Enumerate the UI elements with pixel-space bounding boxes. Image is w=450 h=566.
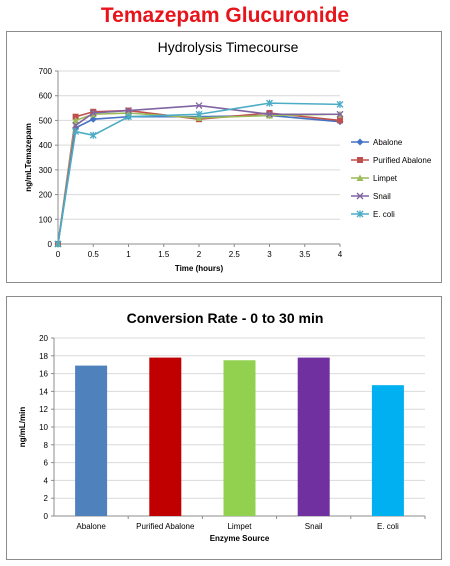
x-tick-label: 3 xyxy=(267,250,272,259)
data-point xyxy=(89,109,97,117)
data-point xyxy=(72,128,80,136)
series-line xyxy=(57,112,341,245)
data-point xyxy=(89,131,97,139)
legend-marker xyxy=(356,210,364,218)
legend-entry: Snail xyxy=(351,192,391,201)
bar-e-coli xyxy=(371,385,404,516)
y-tick-label: 16 xyxy=(39,370,48,379)
data-point xyxy=(125,107,132,115)
y-tick-label: 2 xyxy=(44,494,49,503)
x-tick-label: 1 xyxy=(126,250,131,259)
y-tick-label: 700 xyxy=(39,67,53,76)
page-title: Temazepam Glucuronide xyxy=(100,4,350,27)
x-tick-label: 2 xyxy=(197,250,202,259)
y-tick-label: 0 xyxy=(44,512,49,521)
bar-limpet xyxy=(223,360,256,516)
y-tick-label: 20 xyxy=(39,334,48,343)
y-tick-label: 12 xyxy=(39,405,48,414)
x-axis-label: Enzyme Source xyxy=(210,534,270,543)
x-tick-label: 1.5 xyxy=(158,250,170,259)
legend-entry: Limpet xyxy=(351,174,398,183)
bar-snail xyxy=(297,357,330,516)
bar-purified-abalone xyxy=(149,357,182,516)
legend-label: E. coli xyxy=(373,210,395,219)
legend-marker xyxy=(357,157,363,163)
conversion-rate-chart: Conversion Rate - 0 to 30 min 0 2 4 6 8 10 12 14… xyxy=(18,310,426,543)
y-tick-label: 400 xyxy=(39,141,53,150)
data-point xyxy=(72,113,79,120)
y-tick-label: 8 xyxy=(44,441,49,450)
x-axis-label: Time (hours) xyxy=(175,264,224,273)
data-point xyxy=(89,115,97,123)
legend-label: Snail xyxy=(373,192,391,201)
series-line xyxy=(57,104,340,245)
legend-label: Abalone xyxy=(373,138,403,147)
series-purified-abalone xyxy=(55,107,343,247)
legend-entry: Abalone xyxy=(351,138,403,147)
legend-marker xyxy=(356,138,364,146)
x-tick-label: 2.5 xyxy=(229,250,241,259)
y-tick-label: 10 xyxy=(39,423,48,432)
y-tick-label: 14 xyxy=(39,387,48,396)
y-tick-label: 0 xyxy=(48,240,53,249)
data-point xyxy=(266,99,273,107)
x-tick-label: Purified Abalone xyxy=(136,522,195,531)
data-point xyxy=(195,110,203,118)
series-line xyxy=(57,109,341,245)
y-tick-label: 6 xyxy=(44,459,49,468)
y-axis-label: ng/mLTemazepam xyxy=(24,123,33,192)
data-point xyxy=(72,116,80,124)
y-tick-label: 500 xyxy=(39,116,53,125)
x-tick-label: 3.5 xyxy=(299,250,311,259)
legend-marker xyxy=(356,192,364,200)
timecourse-chart-panel: Hydrolysis Timecourse 0 100 200 300 400 500 600… xyxy=(6,31,442,283)
series-limpet xyxy=(54,109,344,247)
y-tick-label: 4 xyxy=(44,476,49,485)
x-tick-label: 4 xyxy=(338,250,343,259)
y-tick-label: 300 xyxy=(39,166,53,175)
legend-marker xyxy=(356,174,364,181)
data-point xyxy=(125,113,132,121)
legend-label: Limpet xyxy=(373,174,398,183)
data-point xyxy=(54,240,62,248)
conversion-rate-chart-panel: Conversion Rate - 0 to 30 min 0 2 4 6 8 10 12 14… xyxy=(6,296,442,560)
series-e-coli xyxy=(54,99,344,248)
bar-abalone xyxy=(75,365,108,516)
data-point xyxy=(195,102,203,110)
x-tick-label: 0.5 xyxy=(88,250,100,259)
legend-label: Purified Abalone xyxy=(373,156,432,165)
legend-entry: Purified Abalone xyxy=(351,156,432,165)
series-snail xyxy=(54,102,344,248)
chart-title: Conversion Rate - 0 to 30 min xyxy=(127,310,324,326)
y-tick-label: 18 xyxy=(39,352,48,361)
y-tick-label: 200 xyxy=(39,191,53,200)
series-line xyxy=(57,102,341,245)
series-line xyxy=(57,114,341,245)
x-tick-label: 0 xyxy=(56,250,61,259)
chart-title: Hydrolysis Timecourse xyxy=(158,39,299,55)
x-tick-label: E. coli xyxy=(377,522,399,531)
data-point xyxy=(72,121,80,129)
x-tick-label: Abalone xyxy=(76,522,106,531)
legend-entry: E. coli xyxy=(351,210,395,219)
y-axis-label: ng/mL/min xyxy=(18,407,27,448)
y-tick-label: 100 xyxy=(39,215,53,224)
y-tick-label: 600 xyxy=(39,92,53,101)
data-point xyxy=(337,117,343,124)
x-tick-label: Limpet xyxy=(227,522,252,531)
data-point xyxy=(266,110,273,118)
x-tick-label: Snail xyxy=(305,522,323,531)
data-point xyxy=(336,110,344,118)
timecourse-chart: Hydrolysis Timecourse 0 100 200 300 400 500 600… xyxy=(24,39,432,273)
data-point xyxy=(336,100,344,108)
